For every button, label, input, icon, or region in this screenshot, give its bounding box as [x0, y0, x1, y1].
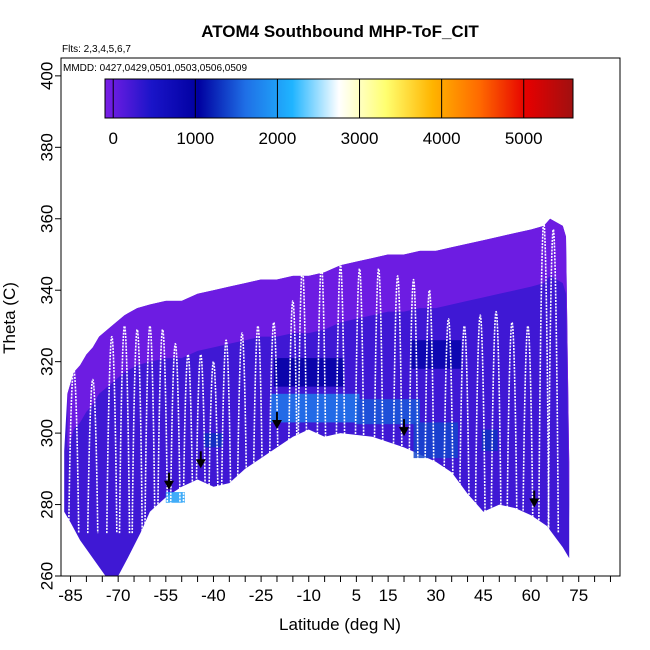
- flight-track: [296, 267, 309, 534]
- enhanced-concentration-cell: [273, 358, 344, 387]
- flight-track: [407, 278, 420, 534]
- x-axis-tick-label: 75: [569, 586, 588, 605]
- y-axis-tick-label: 340: [38, 276, 57, 304]
- x-axis-tick-label: 30: [426, 586, 445, 605]
- flight-track: [506, 321, 518, 534]
- y-axis-tick-label: 260: [38, 562, 57, 590]
- flight-track: [474, 314, 487, 534]
- flight-track: [67, 367, 80, 534]
- arrow-head: [195, 459, 206, 469]
- flight-track: [118, 325, 131, 534]
- flight-track: [537, 221, 550, 534]
- colorbar-tick-label: 2000: [259, 129, 297, 148]
- enhanced-concentration-cell: [270, 393, 360, 423]
- y-axis-tick-label: 380: [38, 133, 57, 161]
- flight-track: [391, 275, 404, 534]
- colorbar: 0 1000 2000 3000 4000 5000: [104, 78, 574, 148]
- flight-track: [372, 267, 385, 534]
- x-axis-label: Latitude (deg N): [279, 615, 401, 634]
- colorbar-tick-label: 3000: [341, 129, 379, 148]
- arrow-marker: [163, 472, 174, 490]
- enhanced-concentration-cell: [203, 433, 223, 448]
- arrow-marker: [529, 490, 540, 508]
- colorbar-tick-label: 4000: [423, 129, 461, 148]
- y-axis-tick-label: 280: [38, 490, 57, 518]
- colorbar-tick-label: 1000: [176, 129, 214, 148]
- x-axis-tick-label: 45: [474, 586, 493, 605]
- flight-track: [236, 332, 248, 534]
- x-axis-tick-label: -40: [201, 586, 226, 605]
- enhanced-concentration-cell: [481, 429, 498, 451]
- x-axis-tick-label: -25: [249, 586, 274, 605]
- flight-track: [144, 325, 156, 534]
- x-axis-tick-label: -70: [106, 586, 131, 605]
- arrow-head: [271, 419, 282, 429]
- flight-track: [315, 264, 328, 534]
- enhanced-concentration-cell: [165, 492, 185, 503]
- enhanced-concentration-cell: [413, 422, 459, 459]
- flight-track: [220, 339, 232, 534]
- flight-track: [547, 228, 560, 534]
- arrow-head: [399, 427, 410, 437]
- flight-track: [86, 378, 99, 534]
- flight-track: [353, 267, 366, 534]
- arrow-marker: [271, 411, 282, 429]
- x-axis-tick-label: -85: [58, 586, 83, 605]
- flight-track: [442, 317, 455, 534]
- x-axis-tick-label: -10: [296, 586, 321, 605]
- chart-subtitle-flights: Flts: 2,3,4,5,6,7: [62, 44, 131, 55]
- flight-track: [106, 335, 118, 534]
- flight-track: [458, 325, 471, 534]
- colorbar-tick-label: 5000: [505, 129, 543, 148]
- colorbar-ticks: 0 1000 2000 3000 4000 5000: [108, 79, 543, 148]
- arrow-marker: [195, 451, 206, 469]
- chart-subtitle-dates: MMDD: 0427,0429,0501,0503,0506,0509: [63, 63, 247, 74]
- flight-track: [268, 321, 280, 534]
- enhanced-concentration-cell: [410, 340, 462, 369]
- flight-track: [522, 325, 534, 534]
- flight-track: [287, 300, 299, 534]
- flight-track: [207, 360, 220, 534]
- arrow-marker: [399, 419, 410, 437]
- y-axis-tick-label: 400: [38, 62, 57, 90]
- flight-track: [490, 310, 502, 534]
- y-axis: 260 280 300 320 340 360 380 400: [38, 62, 61, 590]
- x-axis-tick-label: 60: [522, 586, 541, 605]
- chart-title: ATOM4 Southbound MHP-ToF_CIT: [201, 22, 479, 41]
- flight-track: [423, 289, 436, 534]
- y-axis-tick-label: 360: [38, 205, 57, 233]
- data-layer: [64, 218, 570, 576]
- flight-track: [169, 342, 182, 534]
- x-axis-tick-label: 15: [379, 586, 398, 605]
- arrow-head: [163, 480, 174, 490]
- arrow-head: [529, 498, 540, 508]
- flight-track: [252, 325, 264, 534]
- flight-track: [334, 264, 347, 534]
- colorbar-tick-label: 0: [108, 129, 117, 148]
- colorbar-gradient: [104, 78, 574, 119]
- upper-low-concentration-zone: [67, 218, 570, 519]
- y-axis-label: Theta (C): [0, 282, 19, 354]
- y-axis-tick-label: 320: [38, 347, 57, 375]
- y-axis-tick-label: 300: [38, 419, 57, 447]
- x-axis-tick-label: -55: [154, 586, 179, 605]
- x-axis: -85 -70 -55 -40 -25 -10 5 15 30 45 60 75: [58, 576, 611, 605]
- x-axis-tick-label: 5: [352, 586, 361, 605]
